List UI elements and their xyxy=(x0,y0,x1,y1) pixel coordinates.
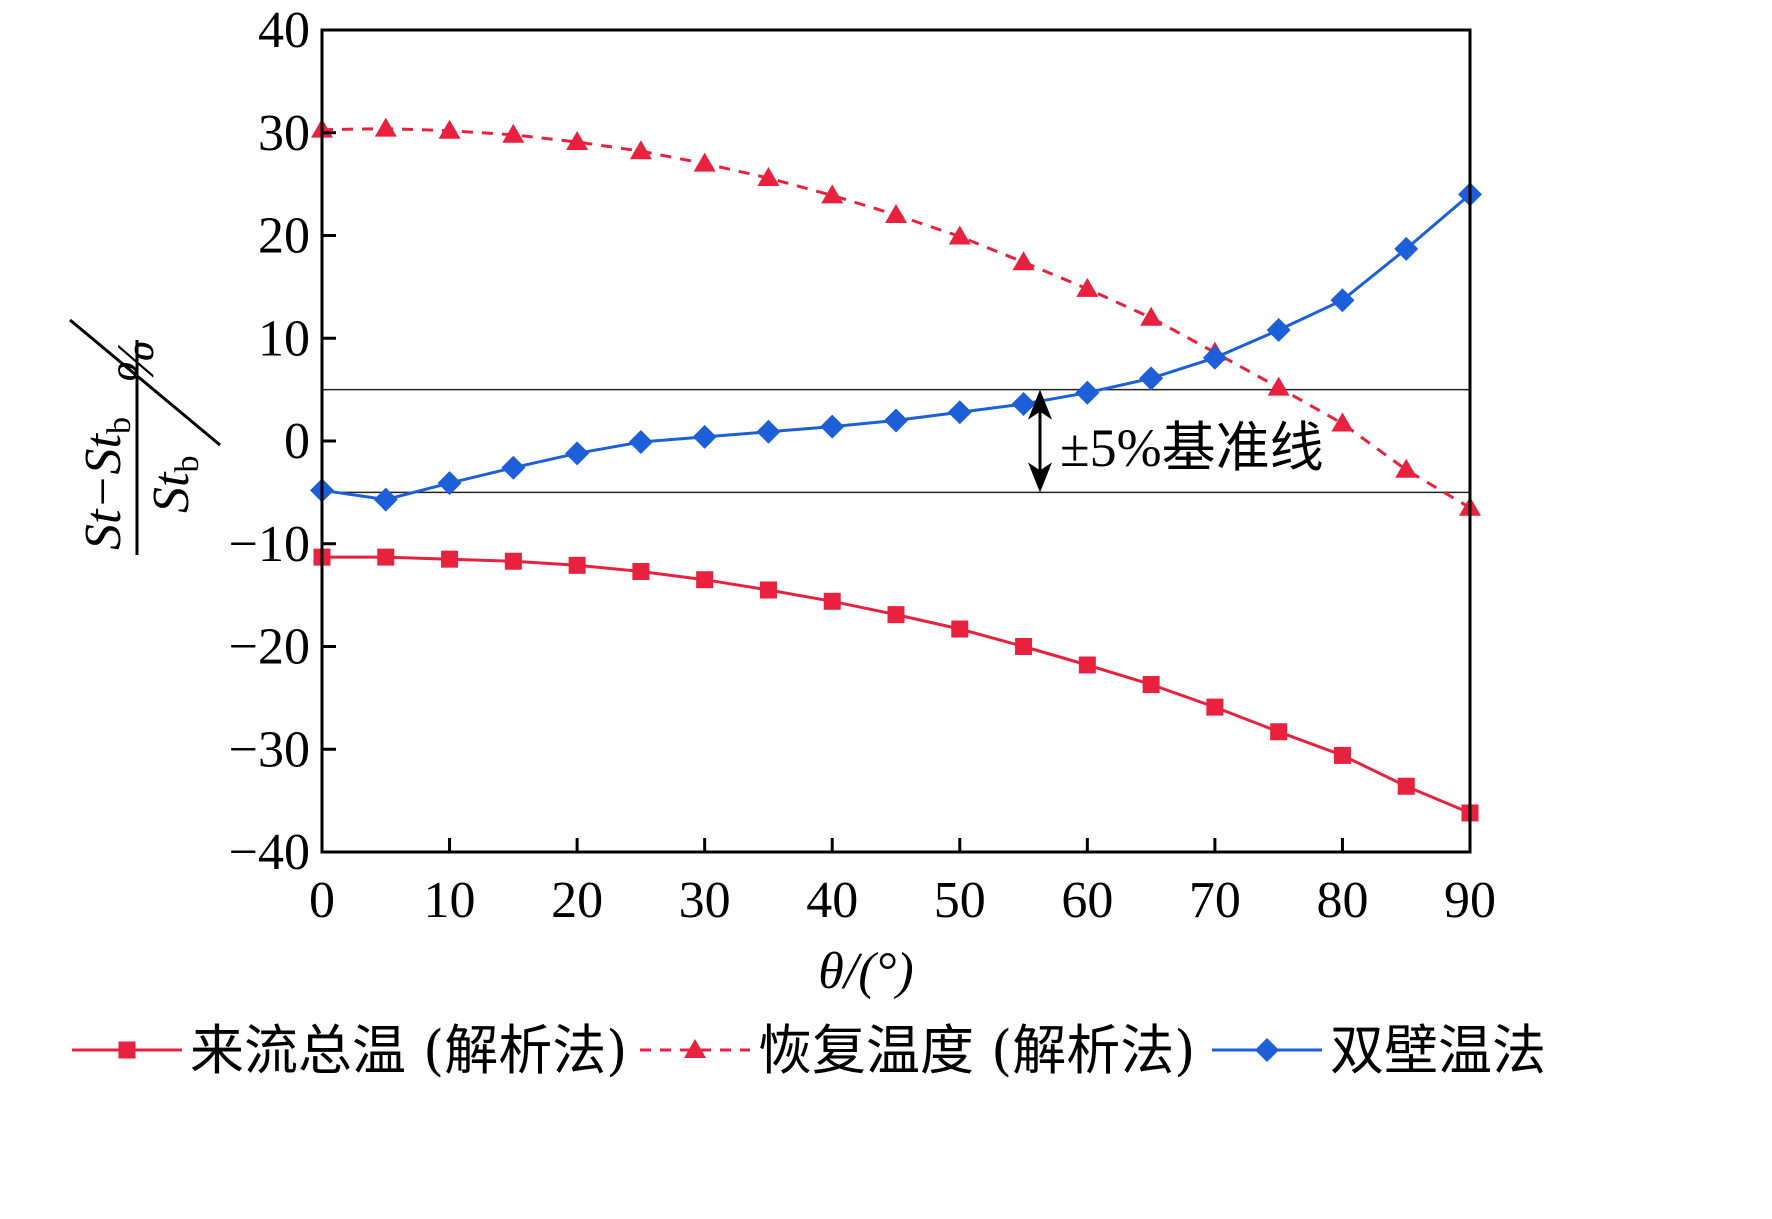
data-point-diamond xyxy=(947,400,972,425)
series-layer xyxy=(310,117,1482,822)
data-point-triangle xyxy=(1331,412,1354,432)
data-point-diamond xyxy=(1330,288,1355,313)
data-point-square xyxy=(118,1041,136,1059)
data-point-triangle xyxy=(684,1039,706,1058)
data-point-triangle xyxy=(1076,277,1099,297)
x-tick-label: 90 xyxy=(1444,872,1496,929)
series-line xyxy=(322,555,1471,815)
y-tick-label: −40 xyxy=(229,824,310,881)
reference-annotation: ±5%基准线 xyxy=(1028,389,1324,493)
y-tick-label: −20 xyxy=(229,619,310,676)
y-tick-label: 20 xyxy=(258,208,310,265)
data-point-triangle xyxy=(502,123,525,143)
y-title-denominator: Stb xyxy=(143,456,206,513)
data-point-triangle xyxy=(1140,306,1163,326)
y-tick-label: 40 xyxy=(258,2,310,59)
legend-label: 双壁温法 xyxy=(1330,1019,1546,1082)
x-tick-label: 0 xyxy=(309,872,335,929)
data-point-square xyxy=(1206,698,1224,716)
y-title-denominator-sub: b xyxy=(169,456,206,473)
x-axis-title: θ/(°) xyxy=(818,943,913,1000)
data-point-square xyxy=(1078,656,1096,674)
y-tick-label: 30 xyxy=(258,105,310,162)
legend-item: 恢复温度 (解析法) xyxy=(640,1019,1195,1082)
x-tick-label: 30 xyxy=(679,872,731,929)
data-point-triangle xyxy=(821,184,844,204)
legend-label: 来流总温 (解析法) xyxy=(190,1019,627,1082)
y-tick-label: 10 xyxy=(258,310,310,367)
data-point-diamond xyxy=(1394,236,1419,261)
data-point-triangle xyxy=(885,203,907,223)
data-point-diamond xyxy=(628,430,653,455)
data-point-diamond xyxy=(756,419,781,444)
data-point-triangle xyxy=(1267,376,1290,396)
reference-annotation-label: ±5%基准线 xyxy=(1060,418,1324,478)
data-point-diamond xyxy=(692,424,717,449)
data-point-triangle xyxy=(374,117,397,137)
y-tick-label: 0 xyxy=(284,413,310,470)
data-point-diamond xyxy=(565,441,590,466)
y-title-numerator-sub: b xyxy=(101,417,138,434)
data-point-square xyxy=(1142,676,1160,694)
data-point-diamond xyxy=(1202,345,1227,370)
y-axis-title: St−Stb Stb % xyxy=(69,318,221,555)
series-square xyxy=(313,548,1479,822)
data-point-square xyxy=(504,552,522,570)
data-point-square xyxy=(1333,746,1351,764)
data-point-square xyxy=(696,571,714,589)
data-point-diamond xyxy=(373,487,398,512)
y-tick-label: −30 xyxy=(229,721,310,778)
data-point-square xyxy=(887,606,905,624)
data-point-triangle xyxy=(629,140,652,160)
data-point-triangle xyxy=(693,152,716,172)
data-point-triangle xyxy=(1395,458,1418,478)
data-point-diamond xyxy=(1266,318,1291,343)
data-point-diamond xyxy=(1011,392,1036,417)
data-point-diamond xyxy=(820,414,845,439)
data-point-square xyxy=(568,556,586,574)
y-tick-label: −10 xyxy=(229,516,310,573)
data-point-triangle xyxy=(438,119,461,139)
series-diamond xyxy=(310,182,1482,512)
x-tick-label: 20 xyxy=(551,872,603,929)
data-point-diamond xyxy=(1139,366,1164,391)
data-point-square xyxy=(1015,638,1033,655)
legend-label: 恢复温度 (解析法) xyxy=(758,1019,1195,1082)
data-point-diamond xyxy=(437,471,462,496)
arrow-up-icon xyxy=(1028,389,1052,420)
data-point-square xyxy=(823,592,841,610)
x-tick-label: 10 xyxy=(424,872,476,929)
data-point-square xyxy=(951,620,969,638)
x-tick-label: 70 xyxy=(1189,872,1241,929)
data-point-square xyxy=(1397,777,1415,795)
y-title-numerator: St−Stb xyxy=(75,417,138,550)
data-point-diamond xyxy=(501,455,526,480)
data-point-diamond xyxy=(884,408,908,433)
data-point-square xyxy=(377,548,395,566)
data-point-square xyxy=(759,581,777,599)
y-title-numerator-main: St−St xyxy=(75,432,132,550)
y-title-denominator-main: St xyxy=(143,471,200,513)
data-point-triangle xyxy=(757,166,780,186)
data-point-square xyxy=(1270,723,1288,741)
data-point-triangle xyxy=(1012,251,1035,271)
axis-ticks: 0 10 20 30 40 50 60 70 80 90 40 30 20 10 0 −10 −20 −30 −40 xyxy=(229,2,1496,929)
x-tick-label: 60 xyxy=(1061,872,1113,929)
y-title-slash xyxy=(69,318,221,447)
data-point-square xyxy=(441,550,459,568)
legend-item: 双壁温法 xyxy=(1212,1019,1546,1082)
x-tick-label: 40 xyxy=(806,872,858,929)
data-point-diamond xyxy=(1255,1038,1279,1062)
x-tick-label: 50 xyxy=(934,872,986,929)
legend-item: 来流总温 (解析法) xyxy=(72,1019,627,1082)
x-tick-label: 80 xyxy=(1316,872,1368,929)
data-point-diamond xyxy=(1075,380,1100,405)
y-title-unit: % xyxy=(108,340,165,383)
data-point-triangle xyxy=(566,130,589,150)
data-point-triangle xyxy=(948,225,971,245)
arrow-down-icon xyxy=(1028,462,1052,493)
legend: 来流总温 (解析法) 恢复温度 (解析法) 双壁温法 xyxy=(72,1019,1546,1082)
data-point-square xyxy=(632,562,650,580)
